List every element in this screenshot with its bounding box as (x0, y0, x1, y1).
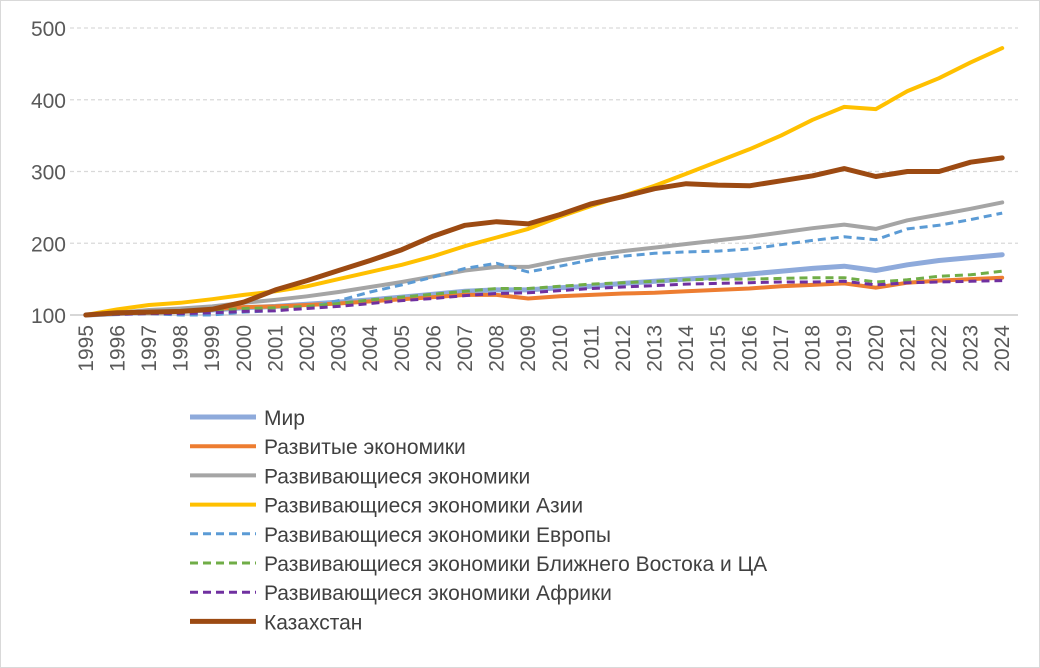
x-tick-label: 2020 (865, 325, 888, 372)
y-tick-label: 200 (31, 233, 66, 256)
x-tick-label: 2000 (233, 325, 256, 372)
legend: Мир Развитые экономики Развивающиеся эконо… (190, 407, 767, 634)
x-tick-label: 2017 (770, 325, 793, 372)
legend-item: Развивающиеся экономики Ближнего Востока… (190, 553, 767, 576)
series-line-4 (85, 211, 1003, 317)
x-tick-label: 2007 (454, 325, 477, 372)
x-tick-label: 1997 (138, 325, 161, 372)
x-tick-label: 2014 (675, 325, 698, 372)
x-tick-label: 2002 (296, 325, 319, 372)
series-line-6 (85, 279, 1003, 317)
y-tick-label: 100 (31, 305, 66, 328)
y-tick-label: 400 (31, 90, 66, 113)
x-tick-label: 2009 (517, 325, 540, 372)
legend-label: Развивающиеся экономики (264, 465, 530, 488)
x-tick-label: 2024 (991, 325, 1014, 372)
x-tick-label: 1996 (106, 325, 129, 372)
legend-label: Развивающиеся экономики Африки (264, 582, 612, 605)
x-tick-label: 1998 (170, 325, 193, 372)
x-tick-label: 2023 (960, 325, 983, 372)
x-tick-label: 2021 (896, 325, 919, 372)
series-line-1 (83, 275, 1005, 317)
legend-label: Развивающиеся экономики Европы (264, 524, 611, 547)
legend-label: Развивающиеся экономики Азии (264, 495, 583, 518)
x-tick-label: 1999 (201, 325, 224, 372)
x-tick-label: 2004 (359, 325, 382, 372)
y-tick-label: 300 (31, 162, 66, 185)
y-tick-label: 500 (31, 18, 66, 41)
legend-label: Развивающиеся экономики Ближнего Востока… (264, 553, 767, 576)
legend-label: Развитые экономики (264, 436, 466, 459)
series-line-3 (83, 46, 1005, 317)
x-tick-label: 2022 (928, 325, 951, 372)
legend-item: Развивающиеся экономики Европы (190, 524, 611, 547)
x-tick-label: 2001 (264, 325, 287, 372)
legend-label: Мир (264, 407, 305, 430)
x-tick-label: 2006 (422, 325, 445, 372)
series-line-5 (85, 269, 1003, 317)
legend-item: Казахстан (190, 611, 362, 634)
x-tick-label: 1995 (75, 325, 98, 372)
legend-item: Развивающиеся экономики (190, 465, 530, 488)
legend-item: Развивающиеся экономики Африки (190, 582, 612, 605)
x-tick-label: 2015 (707, 325, 730, 372)
legend-item: Мир (190, 407, 305, 430)
x-tick-label: 2012 (612, 325, 635, 372)
x-tick-label: 2008 (486, 325, 509, 372)
y-axis: 100 200 300 400 500 (31, 18, 66, 328)
legend-item: Развитые экономики (190, 436, 466, 459)
legend-item: Развивающиеся экономики Азии (190, 495, 583, 518)
gridlines (70, 27, 1018, 244)
legend-label: Казахстан (264, 611, 362, 634)
x-tick-label: 2005 (391, 325, 414, 372)
x-tick-label: 2010 (549, 325, 572, 372)
x-tick-label: 2011 (580, 325, 603, 370)
series-line-7 (83, 155, 1005, 318)
series-lines (83, 46, 1005, 318)
x-tick-label: 2016 (738, 325, 761, 372)
x-tick-label: 2003 (328, 325, 351, 372)
x-tick-label: 2018 (802, 325, 825, 372)
x-tick-label: 2013 (644, 325, 667, 372)
x-axis: 1995 1996 1997 1998 1999 2000 2001 2002 2003 2004… (70, 314, 1018, 372)
x-tick-label: 2019 (833, 325, 856, 372)
